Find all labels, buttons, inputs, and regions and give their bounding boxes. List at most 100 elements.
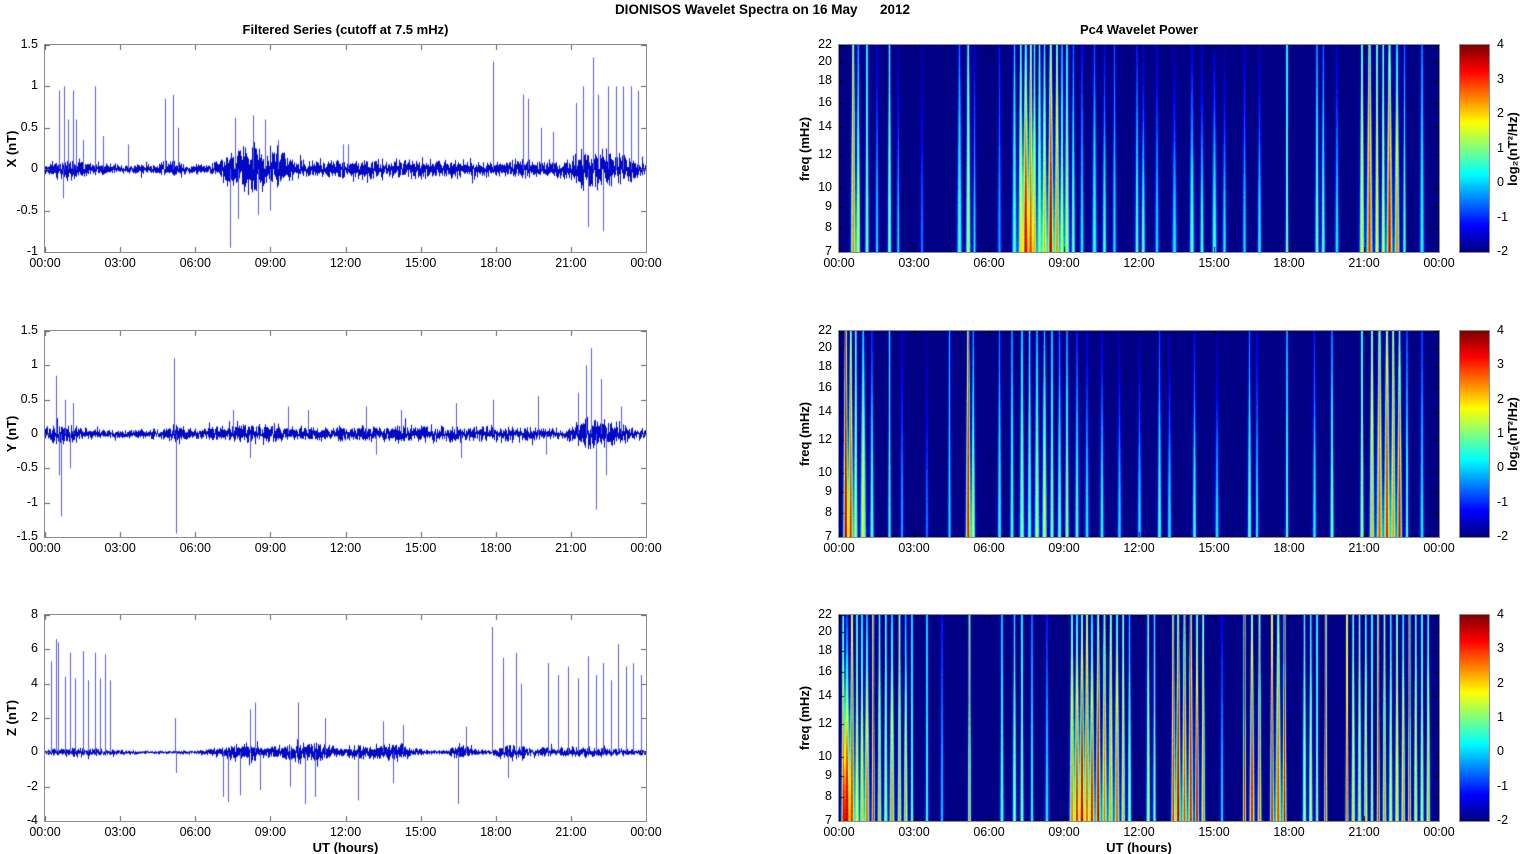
plot-area-y (44, 330, 647, 538)
tick-label: -2 (1497, 529, 1509, 543)
tick-label: -0.5 (16, 202, 38, 217)
tick-label: 03:00 (898, 825, 930, 839)
tick-label: 22 (818, 607, 832, 621)
tick-label: 06:00 (179, 825, 211, 839)
tick-label: 10 (818, 179, 832, 194)
tick-label: 2 (1497, 106, 1504, 120)
tick-label: 21:00 (1348, 825, 1380, 839)
tick-label: 8 (31, 607, 38, 621)
tick-label: 0 (31, 161, 38, 176)
tick-label: 7 (825, 244, 832, 258)
tick-label: 03:00 (104, 541, 136, 555)
tick-label: -1 (1497, 778, 1509, 793)
tick-label: 18 (818, 359, 832, 374)
tick-label: 2 (31, 710, 38, 724)
tick-label: 6 (31, 641, 38, 656)
tick-label: 12 (818, 146, 832, 161)
tick-label: 21:00 (1348, 256, 1380, 270)
tick-label: 12:00 (329, 541, 362, 555)
tick-label: 22 (818, 37, 832, 51)
ts-z-canvas (45, 615, 646, 821)
ut-hours-label-left: UT (hours) (312, 840, 379, 854)
tick-label: 06:00 (973, 541, 1005, 555)
tick-label: 4 (1497, 37, 1504, 51)
tick-label: 20 (818, 54, 832, 69)
tick-label: 8 (825, 219, 832, 234)
tick-label: 00:00 (630, 825, 662, 839)
tick-label: 18:00 (480, 541, 512, 555)
filtered-series-title: Filtered Series (cutoff at 7.5 mHz) (242, 22, 449, 37)
tick-label: 4 (1497, 607, 1504, 621)
tick-label: 09:00 (1048, 825, 1080, 839)
tick-label: 00:00 (29, 541, 61, 555)
spectrogram-z (838, 614, 1440, 822)
tick-label: 4 (31, 675, 38, 690)
ut-hours-label-right: UT (hours) (1106, 840, 1172, 854)
tick-label: 12:00 (1123, 256, 1155, 270)
panel-wavelet-y: freq (mHz) log₂(nT²/Hz) 00:00 03:00 06:00 0… (797, 323, 1520, 555)
ts-x-canvas (45, 45, 646, 252)
tick-label: 00:00 (630, 541, 662, 555)
spectrogram-y (838, 330, 1440, 538)
sp-y-canvas (839, 331, 1439, 537)
tick-label: 15:00 (1198, 541, 1230, 555)
tick-label: -1 (26, 244, 38, 258)
tick-label: 00:00 (29, 825, 61, 839)
tick-label: 09:00 (254, 256, 287, 270)
plot-area-z (44, 614, 647, 822)
tick-label: 2 (1497, 675, 1504, 690)
tick-label: 09:00 (1048, 256, 1080, 270)
tick-label: 00:00 (630, 256, 662, 270)
tick-label: 09:00 (1048, 541, 1080, 555)
tick-label: 21:00 (555, 825, 587, 839)
tick-label: 1 (1497, 710, 1504, 724)
colorbar (1459, 614, 1490, 822)
tick-label: 12:00 (1123, 541, 1155, 555)
tick-label: 4 (1497, 323, 1504, 337)
colorbar (1459, 44, 1490, 253)
tick-label: 18:00 (480, 256, 512, 270)
tick-label: -1 (1497, 494, 1509, 509)
tick-label: 14 (818, 688, 832, 703)
tick-label: 14 (818, 118, 832, 133)
tick-label: 00:00 (29, 256, 61, 270)
tick-label: 9 (825, 767, 832, 782)
tick-label: 1 (1497, 140, 1504, 155)
tick-label: 16 (818, 664, 832, 679)
tick-label: 9 (825, 198, 832, 213)
panel-filtered-y: Y (nT) 00:00 03:00 06:00 09:00 12:00 15:00 18:… (4, 323, 662, 555)
spectrogram-x (838, 44, 1440, 253)
tick-label: 0 (1497, 460, 1504, 475)
tick-label: 21:00 (555, 541, 587, 555)
tick-label: 20 (818, 624, 832, 639)
tick-label: 14 (818, 404, 832, 419)
tick-label: 18:00 (1273, 825, 1305, 839)
tick-label: 06:00 (179, 256, 211, 270)
panel-wavelet-x: Pc4 Wavelet Power freq (mHz) log₂(nT²/Hz… (797, 22, 1520, 270)
tick-label: 1 (1497, 426, 1504, 440)
colorbar-canvas (1460, 331, 1489, 537)
tick-label: 0.5 (20, 119, 38, 134)
tick-label: 0 (31, 744, 38, 759)
tick-label: 7 (825, 813, 832, 827)
ts-y-canvas (45, 331, 646, 537)
tick-label: 10 (818, 748, 832, 763)
panel-filtered-z: Z (nT) UT (hours) 00:00 03:00 06:00 09:00 12… (4, 607, 662, 854)
tick-label: 12:00 (329, 256, 362, 270)
tick-label: 7 (825, 529, 832, 543)
tick-label: 22 (818, 323, 832, 337)
tick-label: 00:00 (1423, 541, 1455, 555)
tick-label: -4 (26, 813, 38, 827)
tick-label: 15:00 (404, 256, 437, 270)
tick-label: -1 (1497, 209, 1509, 224)
sp-x-canvas (839, 45, 1439, 252)
tick-label: 18:00 (480, 825, 512, 839)
tick-label: 3 (1497, 641, 1504, 656)
tick-label: -1.5 (16, 529, 38, 543)
tick-label: 0.5 (20, 391, 38, 406)
tick-label: 06:00 (973, 256, 1005, 270)
tick-label: 15:00 (404, 825, 437, 839)
plot-area-x (44, 44, 647, 253)
tick-label: 0 (31, 426, 38, 440)
